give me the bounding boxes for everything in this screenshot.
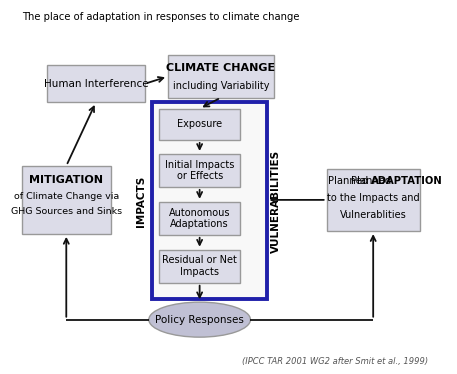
Text: IMPACTS: IMPACTS	[136, 176, 146, 227]
Bar	[47, 65, 144, 102]
Bar	[159, 154, 240, 187]
Text: MITIGATION: MITIGATION	[29, 175, 103, 185]
Text: Vulnerablities: Vulnerablities	[340, 210, 407, 220]
Bar	[152, 102, 266, 299]
Bar	[168, 55, 274, 98]
Bar	[159, 249, 240, 283]
Text: Autonomous
Adaptations: Autonomous Adaptations	[169, 208, 230, 229]
Text: Planned: Planned	[351, 176, 395, 186]
Text: Initial Impacts
or Effects: Initial Impacts or Effects	[165, 160, 234, 181]
Text: of Climate Change via: of Climate Change via	[14, 192, 119, 201]
Text: GHG Sources and Sinks: GHG Sources and Sinks	[11, 207, 122, 216]
Ellipse shape	[149, 302, 250, 337]
Bar	[159, 202, 240, 235]
Text: Residual or Net
Impacts: Residual or Net Impacts	[162, 255, 237, 277]
Text: Planned: Planned	[328, 176, 371, 186]
Text: Human Interference: Human Interference	[43, 79, 148, 89]
Text: (IPCC TAR 2001 WG2 after Smit et al., 1999): (IPCC TAR 2001 WG2 after Smit et al., 19…	[242, 357, 428, 366]
Text: VULNERABILITIES: VULNERABILITIES	[271, 150, 281, 253]
Text: The place of adaptation in responses to climate change: The place of adaptation in responses to …	[22, 12, 299, 22]
Text: CLIMATE CHANGE: CLIMATE CHANGE	[166, 63, 276, 73]
Text: ADAPTATION: ADAPTATION	[371, 176, 443, 186]
Bar	[327, 169, 420, 231]
Bar	[22, 166, 111, 234]
Text: Exposure: Exposure	[177, 119, 222, 129]
Text: including Variability: including Variability	[173, 81, 269, 91]
Bar	[159, 109, 240, 140]
Text: to the Impacts and: to the Impacts and	[327, 193, 420, 203]
Text: Policy Responses: Policy Responses	[155, 315, 244, 325]
